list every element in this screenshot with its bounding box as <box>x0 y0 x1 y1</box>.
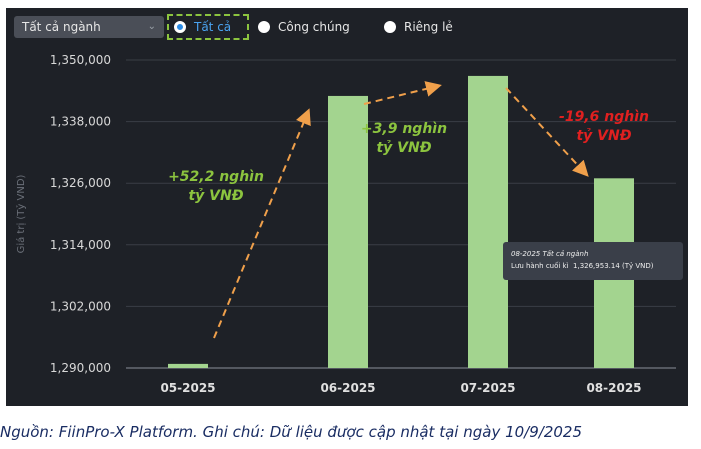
change-arrow <box>505 87 589 177</box>
radio-label: Tất cả <box>194 20 232 34</box>
change-annotation-unit: tỷ VNĐ <box>576 128 631 144</box>
radio-selected-icon <box>174 21 186 33</box>
radio-public[interactable]: Công chúng <box>258 17 350 37</box>
bar-chart: 1,290,000 1,302,000 1,314,000 1,326,000 1,33… <box>15 53 676 395</box>
y-tick-label: 1,302,000 <box>50 299 111 313</box>
y-tick-label: 1,326,000 <box>50 176 111 190</box>
x-tick-label: 07-2025 <box>460 381 515 395</box>
y-tick-label: 1,314,000 <box>50 238 111 252</box>
change-annotation-unit: tỷ VNĐ <box>188 188 243 204</box>
chart-panel: Tất cả ngành ⌄ Tất cả Công chúng Riêng lẻ… <box>6 8 688 406</box>
bar-05-2025 <box>168 363 208 368</box>
x-tick-label: 08-2025 <box>586 381 641 395</box>
tooltip-title: 08-2025 Tất cả ngành <box>511 250 589 258</box>
y-tick-label: 1,338,000 <box>50 115 111 129</box>
industry-dropdown[interactable]: Tất cả ngành ⌄ <box>14 16 164 38</box>
source-caption: Nguồn: FiinPro-X Platform. Ghi chú: Dữ l… <box>0 423 582 441</box>
change-arrow <box>213 108 311 339</box>
tooltip: 08-2025 Tất cả ngành Lưu hành cuối kì 1,… <box>503 242 683 280</box>
radio-all[interactable]: Tất cả <box>174 17 231 37</box>
radio-label: Riêng lẻ <box>404 20 453 34</box>
radio-icon <box>384 21 396 33</box>
chevron-down-icon: ⌄ <box>147 21 156 32</box>
tooltip-label: Lưu hành cuối kì <box>511 262 569 270</box>
y-axis-label: Giá trị (Tỷ VND) <box>15 174 27 253</box>
radio-icon <box>258 21 270 33</box>
tooltip-value: 1,326,953.14 (Tỷ VND) <box>573 262 654 270</box>
radio-label: Công chúng <box>278 20 350 34</box>
change-annotation-unit: tỷ VNĐ <box>376 140 431 156</box>
highlight-box <box>167 14 249 40</box>
change-annotation: -19,6 nghìn <box>559 109 649 125</box>
y-tick-label: 1,290,000 <box>50 361 111 375</box>
change-arrow <box>363 81 442 105</box>
x-tick-label: 05-2025 <box>160 381 215 395</box>
bar-07-2025 <box>468 75 508 368</box>
change-annotation: +52,2 nghìn <box>168 169 264 185</box>
dropdown-value: Tất cả ngành <box>22 20 101 34</box>
radio-private[interactable]: Riêng lẻ <box>384 17 453 37</box>
y-tick-label: 1,350,000 <box>50 53 111 67</box>
change-annotation: +3,9 nghìn <box>361 121 447 137</box>
bar-06-2025 <box>328 95 368 368</box>
x-tick-label: 06-2025 <box>320 381 375 395</box>
